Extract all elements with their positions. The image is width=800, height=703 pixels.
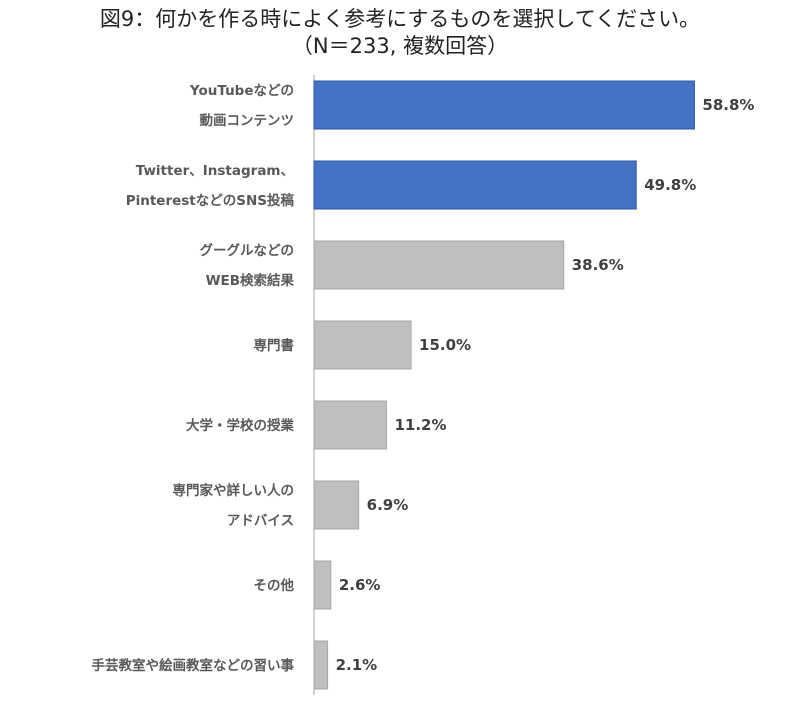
category-label-6-line-2: アドバイス — [227, 513, 294, 529]
bar-8 — [313, 640, 329, 690]
bar-5 — [313, 400, 387, 450]
category-label-1-line-2: 動画コンテンツ — [200, 112, 295, 129]
category-label-6-line-1: 専門家や詳しい人の — [173, 482, 295, 499]
chart-title: 図9：何かを作る時によく参考にするものを選択してください。 — [99, 7, 701, 31]
category-label-5: 大学・学校の授業 — [186, 417, 294, 434]
chart-title-block: 図9：何かを作る時によく参考にするものを選択してください。 （N＝233, 複数… — [0, 6, 800, 60]
bar-4 — [313, 320, 412, 370]
chart-subtitle: （N＝233, 複数回答） — [291, 34, 509, 58]
category-label-8: 手芸教室や絵画教室などの習い事 — [92, 657, 295, 674]
bar-6 — [313, 480, 360, 530]
value-label-1: 58.8% — [702, 96, 754, 114]
value-label-4: 15.0% — [419, 336, 471, 354]
value-label-7: 2.6% — [339, 576, 381, 594]
value-label-3: 38.6% — [572, 256, 624, 274]
bar-3 — [313, 240, 565, 290]
category-label-2-line-2: PinterestなどのSNS投稿 — [126, 192, 295, 209]
value-label-2: 49.8% — [644, 176, 696, 194]
category-label-7: その他 — [254, 577, 295, 594]
category-label-2-line-1: Twitter、Instagram、 — [136, 163, 294, 179]
category-label-3-line-1: グーグルなどの — [200, 242, 295, 259]
category-label-4: 専門書 — [254, 337, 295, 354]
bar-2 — [313, 160, 637, 210]
value-label-6: 6.9% — [367, 496, 409, 514]
category-label-1-line-1: YouTubeなどの — [189, 83, 294, 99]
value-label-5: 11.2% — [394, 416, 446, 434]
value-label-8: 2.1% — [336, 656, 378, 674]
bar-1 — [313, 80, 695, 130]
bar-7 — [313, 560, 332, 610]
category-label-3-line-2: WEB検索結果 — [206, 272, 295, 289]
